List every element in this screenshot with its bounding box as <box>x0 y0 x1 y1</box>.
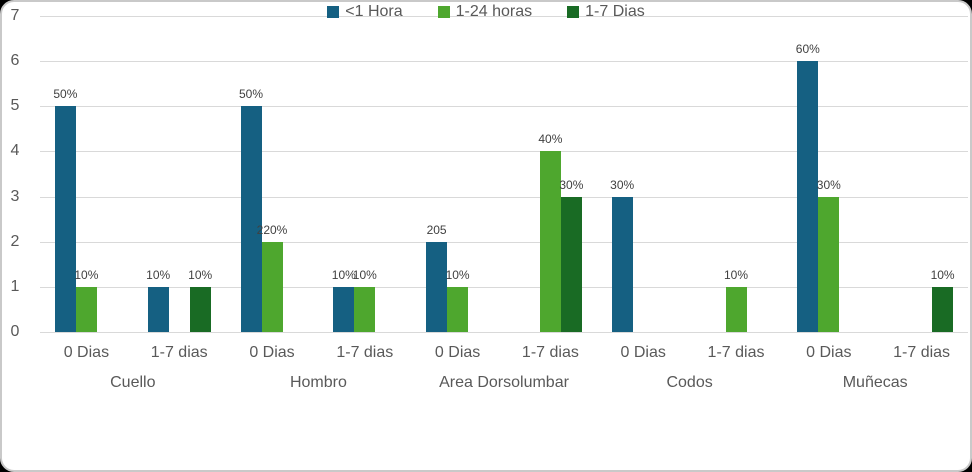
bar <box>240 106 262 332</box>
value-label: 30% <box>816 177 841 192</box>
bar <box>189 286 211 332</box>
category-label: 0 Dias <box>806 344 852 361</box>
group-label: Codos <box>666 374 713 391</box>
value-label: 50% <box>53 87 78 102</box>
gridline <box>40 286 968 288</box>
bar <box>147 286 169 332</box>
value-label: 60% <box>795 42 820 57</box>
gridline <box>40 196 968 198</box>
value-label: 10% <box>445 267 470 282</box>
y-tick-label: 6 <box>10 52 20 70</box>
category-label: 1-7 dias <box>521 344 579 361</box>
bar <box>539 151 561 332</box>
gridline <box>40 106 968 108</box>
value-label: 10% <box>74 267 99 282</box>
gridline <box>40 241 968 243</box>
bar <box>611 196 633 332</box>
gridline <box>40 332 968 333</box>
bar <box>261 241 283 332</box>
legend-swatch-icon <box>437 6 450 18</box>
bar <box>426 241 448 332</box>
y-tick-label: 7 <box>10 7 20 24</box>
category-label: 1-7 dias <box>336 344 394 361</box>
value-label: 10% <box>188 267 213 282</box>
value-label: 10% <box>352 267 377 282</box>
category-label: 0 Dias <box>434 344 481 361</box>
value-label: 30% <box>610 177 635 192</box>
legend-label: <1 Hora <box>345 3 403 20</box>
legend-swatch-icon <box>567 6 580 18</box>
legend: <1 Hora 1-24 horas 1-7 Dias <box>2 2 970 22</box>
legend-label: 1-7 Dias <box>585 3 645 20</box>
category-label: 1-7 dias <box>707 344 765 361</box>
value-label: 205 <box>426 222 447 237</box>
y-tick-label: 4 <box>10 142 20 160</box>
gridline <box>40 151 968 153</box>
bar <box>54 106 76 332</box>
legend-item: <1 Hora <box>327 3 403 21</box>
group-label: Hombro <box>289 374 347 391</box>
y-tick-label: 0 <box>10 323 20 340</box>
bar <box>797 61 819 332</box>
legend-swatch-icon <box>327 6 340 18</box>
gridline <box>40 16 968 17</box>
category-label: 0 Dias <box>620 344 666 361</box>
bar <box>725 286 747 332</box>
value-label: 30% <box>559 177 584 192</box>
bar <box>932 286 954 332</box>
group-label: Area Dorsolumbar <box>439 374 569 391</box>
category-label: 0 Dias <box>249 344 295 361</box>
y-tick-label: 2 <box>10 232 20 250</box>
bar <box>333 286 355 332</box>
value-label: 10% <box>723 267 749 282</box>
value-label: 10% <box>146 267 171 282</box>
bar <box>818 196 840 332</box>
value-label: 10% <box>930 267 955 282</box>
group-label: Muñecas <box>842 374 908 391</box>
legend-item: 1-24 horas <box>437 3 533 21</box>
bar <box>75 286 97 332</box>
y-tick-label: 5 <box>10 97 20 115</box>
group-label: Cuello <box>110 374 156 391</box>
bar <box>447 286 469 332</box>
value-label: 10% <box>331 267 356 282</box>
y-tick-label: 3 <box>10 187 20 205</box>
bar <box>560 196 582 332</box>
bar <box>354 286 376 332</box>
y-tick-label: 1 <box>10 277 20 295</box>
value-label: 220% <box>256 222 288 237</box>
legend-label: 1-24 horas <box>455 3 533 20</box>
legend-item: 1-7 Dias <box>567 3 645 21</box>
category-label: 0 Dias <box>63 344 110 361</box>
category-label: 1-7 dias <box>150 344 208 361</box>
value-label: 50% <box>238 87 264 102</box>
value-label: 40% <box>538 132 563 147</box>
category-label: 1-7 dias <box>893 344 951 361</box>
gridline <box>40 61 968 63</box>
